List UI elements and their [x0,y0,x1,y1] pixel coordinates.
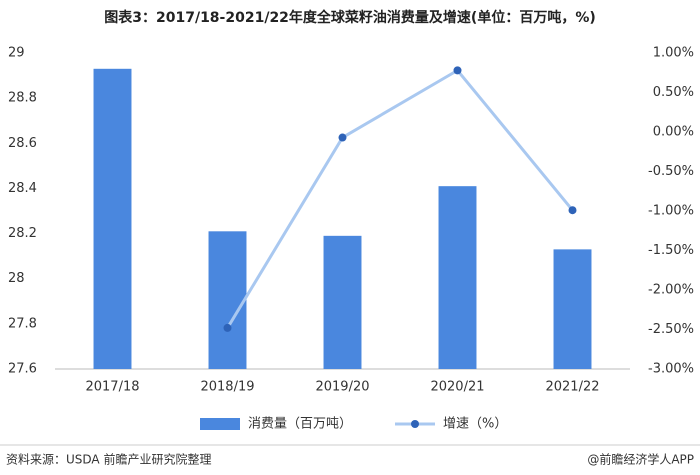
y-tick-label: 27.6 [8,362,37,377]
marker [338,133,347,142]
y-tick-label: 28 [8,271,25,286]
legend-label: 消费量（百万吨） [248,417,352,432]
x-tick-label: 2021/22 [545,380,599,395]
marker [223,323,232,332]
chart-title: 图表3：2017/18-2021/22年度全球菜籽油消费量及增速(单位：百万吨，… [104,9,596,26]
y-tick-label: 29 [8,46,25,61]
y2-tick-label: -2.50% [648,322,694,337]
y-tick-label: 27.8 [8,316,37,331]
credit: @前瞻经济学人APP [587,452,694,467]
marker [453,66,462,75]
y-tick-label: 28.4 [8,181,37,196]
x-tick-label: 2020/21 [430,380,484,395]
legend-label: 增速（%） [443,417,507,432]
marker [568,206,577,215]
y-tick-label: 28.6 [8,136,37,151]
x-tick-label: 2019/20 [315,380,369,395]
bar [93,68,132,370]
bar [208,231,247,369]
line [226,68,574,329]
y-tick-label: 28.8 [8,91,37,106]
bar [438,186,477,369]
y2-tick-label: -1.50% [648,243,694,258]
y2-tick-label: -2.00% [648,283,694,298]
y2-tick-label: 0.50% [653,85,694,100]
bar [553,249,592,369]
legend-swatch [200,418,240,430]
y2-tick-label: -0.50% [648,164,694,179]
x-tick-label: 2017/18 [85,380,139,395]
y2-tick-label: -3.00% [648,362,694,377]
y2-tick-label: 0.00% [653,125,694,140]
source: 资料来源：USDA 前瞻产业研究院整理 [6,452,211,467]
y2-tick-label: 1.00% [653,46,694,61]
y2-tick-label: -1.00% [648,204,694,219]
y-tick-label: 28.2 [8,226,37,241]
legend-marker [411,420,419,428]
bar [323,235,362,369]
x-tick-label: 2018/19 [200,380,254,395]
